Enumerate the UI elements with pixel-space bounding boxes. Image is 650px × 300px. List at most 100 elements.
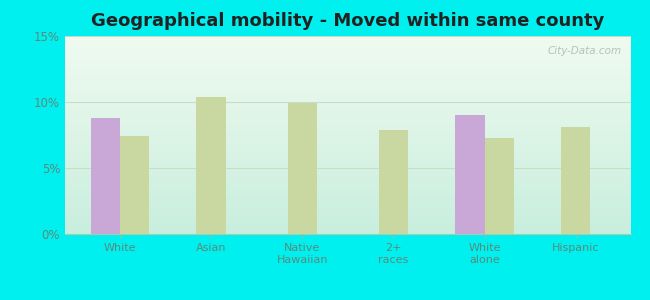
Bar	[65, 210, 630, 212]
Bar	[65, 187, 630, 188]
Bar	[65, 133, 630, 135]
Bar	[65, 74, 630, 76]
Bar	[65, 226, 630, 228]
Bar	[65, 147, 630, 149]
Bar	[65, 184, 630, 187]
Bar	[65, 178, 630, 181]
Bar	[65, 93, 630, 95]
Bar	[65, 177, 630, 178]
Bar	[65, 64, 630, 66]
Bar	[65, 181, 630, 182]
Bar	[65, 89, 630, 92]
Bar	[65, 232, 630, 234]
Bar	[65, 139, 630, 141]
Bar	[65, 153, 630, 155]
Bar	[65, 46, 630, 48]
Bar	[65, 143, 630, 145]
Bar	[65, 78, 630, 80]
Bar	[65, 165, 630, 167]
Bar	[65, 123, 630, 125]
Bar	[65, 50, 630, 52]
Bar	[65, 216, 630, 218]
Bar	[65, 107, 630, 109]
Bar	[65, 208, 630, 210]
Bar	[65, 218, 630, 220]
Bar	[65, 151, 630, 153]
Bar	[65, 117, 630, 119]
Bar	[65, 58, 630, 60]
Bar	[65, 115, 630, 117]
Bar	[65, 119, 630, 121]
Bar	[65, 222, 630, 224]
Bar	[65, 182, 630, 184]
Bar	[379, 130, 408, 234]
Bar	[65, 83, 630, 85]
Bar	[65, 190, 630, 192]
Bar	[65, 82, 630, 83]
Bar	[65, 192, 630, 194]
Bar	[65, 72, 630, 74]
Bar	[65, 38, 630, 40]
Bar	[65, 99, 630, 101]
Bar	[65, 169, 630, 171]
Bar	[65, 62, 630, 64]
Bar	[65, 103, 630, 105]
Bar	[65, 137, 630, 139]
Text: City-Data.com: City-Data.com	[548, 46, 622, 56]
Bar	[65, 98, 630, 99]
Bar	[484, 138, 514, 234]
Bar	[65, 101, 630, 103]
Bar	[65, 113, 630, 115]
Bar	[65, 167, 630, 169]
Bar	[65, 163, 630, 165]
Bar	[65, 196, 630, 198]
Bar	[65, 95, 630, 98]
Bar	[65, 109, 630, 111]
Bar	[65, 188, 630, 190]
Bar	[120, 136, 149, 234]
Bar	[561, 127, 590, 234]
Bar	[65, 212, 630, 214]
Bar	[65, 127, 630, 129]
Bar	[65, 145, 630, 147]
Bar	[65, 76, 630, 78]
Bar	[65, 224, 630, 226]
Bar	[65, 52, 630, 54]
Bar	[65, 206, 630, 208]
Bar	[65, 80, 630, 82]
Bar	[65, 121, 630, 123]
Bar	[65, 230, 630, 232]
Bar	[456, 115, 484, 234]
Bar	[65, 149, 630, 151]
Bar	[65, 42, 630, 44]
Bar	[65, 88, 630, 89]
Bar	[90, 118, 120, 234]
Bar	[65, 111, 630, 113]
Bar	[65, 66, 630, 68]
Bar	[65, 159, 630, 161]
Bar	[65, 129, 630, 131]
Bar	[65, 202, 630, 204]
Bar	[65, 204, 630, 206]
Bar	[65, 44, 630, 46]
Bar	[65, 155, 630, 157]
Bar	[65, 157, 630, 159]
Bar	[65, 228, 630, 230]
Bar	[65, 172, 630, 175]
Bar	[65, 40, 630, 42]
Bar	[65, 198, 630, 200]
Bar	[65, 70, 630, 72]
Bar	[65, 175, 630, 177]
Bar	[65, 171, 630, 172]
Bar	[65, 60, 630, 62]
Bar	[65, 85, 630, 88]
Bar	[65, 48, 630, 50]
Bar	[65, 161, 630, 163]
Bar	[65, 56, 630, 58]
Bar	[65, 36, 630, 38]
Bar	[65, 92, 630, 93]
Bar	[65, 220, 630, 222]
Title: Geographical mobility - Moved within same county: Geographical mobility - Moved within sam…	[91, 12, 604, 30]
Bar	[65, 131, 630, 133]
Bar	[65, 200, 630, 202]
